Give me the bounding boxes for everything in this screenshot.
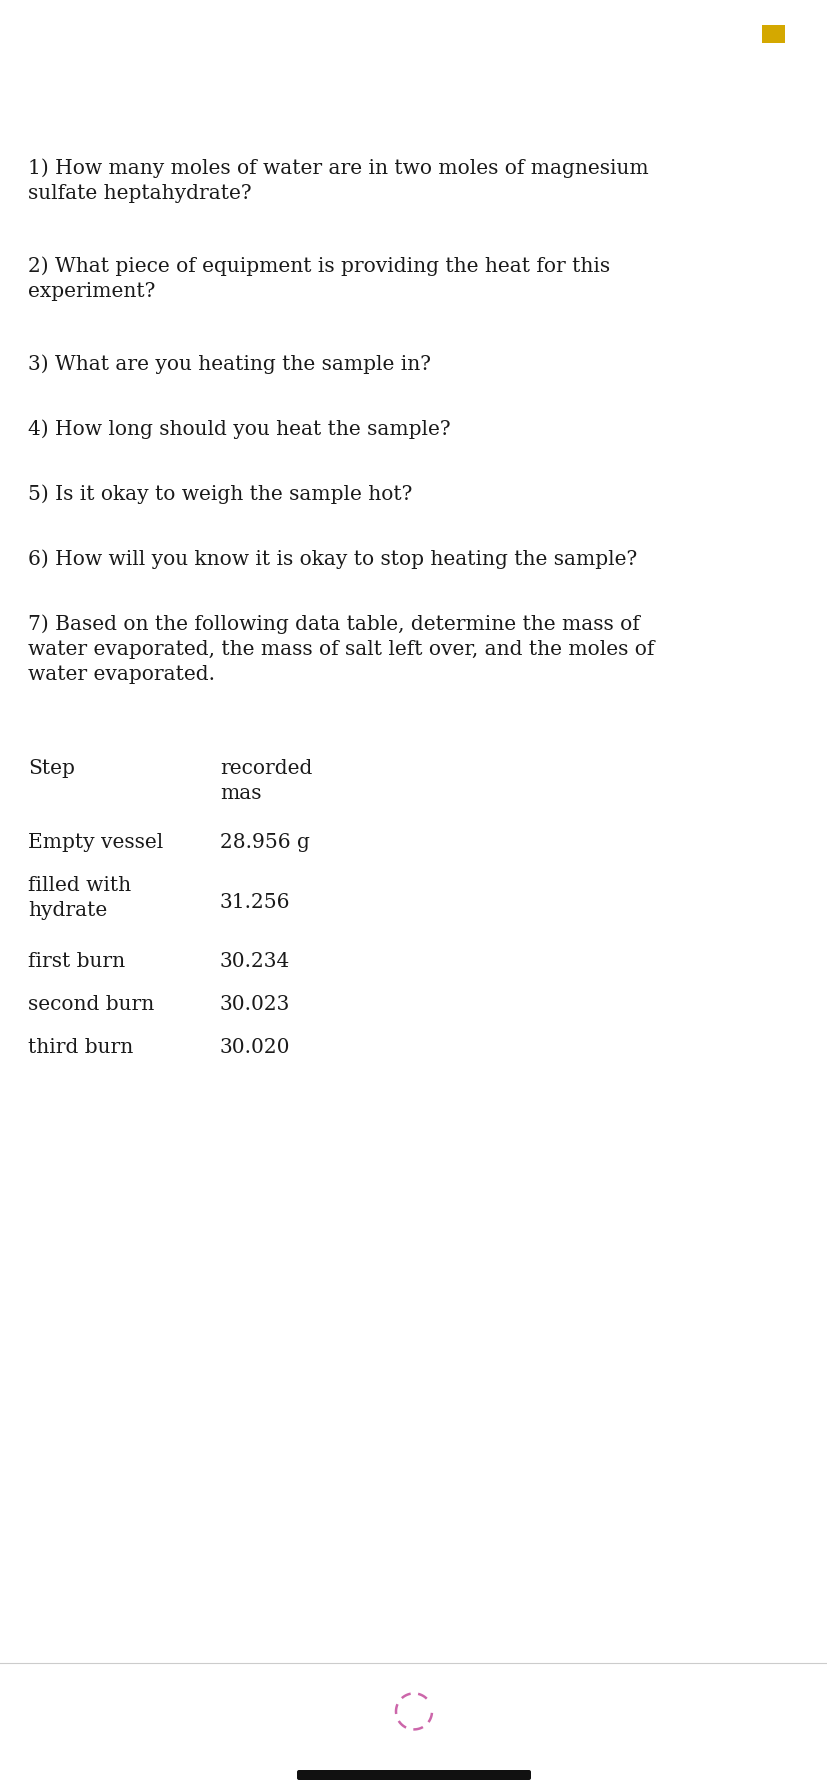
Text: 28.956 g: 28.956 g bbox=[220, 833, 309, 851]
Text: ⌁: ⌁ bbox=[722, 20, 734, 39]
Text: 1) How many moles of water are in two moles of magnesium
sulfate heptahydrate?: 1) How many moles of water are in two mo… bbox=[28, 158, 648, 202]
Text: Week 3 Pre-lab: Week 3 Pre-lab bbox=[301, 77, 526, 102]
Bar bbox=[802, 30, 806, 38]
Text: 5) Is it okay to weigh the sample hot?: 5) Is it okay to weigh the sample hot? bbox=[28, 484, 412, 504]
Text: .ıll: .ıll bbox=[672, 22, 691, 39]
Text: first burn: first burn bbox=[28, 952, 125, 971]
FancyBboxPatch shape bbox=[297, 1770, 530, 1779]
Text: Empty vessel: Empty vessel bbox=[28, 833, 163, 851]
Text: 10:34: 10:34 bbox=[28, 20, 90, 39]
Text: ▸: ▸ bbox=[103, 23, 111, 38]
Text: Step: Step bbox=[28, 760, 74, 778]
Text: 7) Based on the following data table, determine the mass of
water evaporated, th: 7) Based on the following data table, de… bbox=[28, 615, 653, 685]
Text: 30.234: 30.234 bbox=[220, 952, 290, 971]
Text: filled with
hydrate: filled with hydrate bbox=[28, 876, 131, 919]
Text: 30.020: 30.020 bbox=[220, 1038, 290, 1057]
Text: 31.256: 31.256 bbox=[220, 892, 290, 912]
Text: 3) What are you heating the sample in?: 3) What are you heating the sample in? bbox=[28, 355, 431, 375]
Text: second burn: second burn bbox=[28, 995, 154, 1014]
Text: 30.023: 30.023 bbox=[220, 995, 290, 1014]
Text: recorded
mas: recorded mas bbox=[220, 760, 312, 803]
Bar bbox=[761, 25, 784, 43]
Text: 4) How long should you heat the sample?: 4) How long should you heat the sample? bbox=[28, 419, 450, 439]
Text: ×: × bbox=[28, 75, 54, 104]
Text: 6) How will you know it is okay to stop heating the sample?: 6) How will you know it is okay to stop … bbox=[28, 548, 637, 568]
Text: third burn: third burn bbox=[28, 1038, 133, 1057]
Text: 2) What piece of equipment is providing the heat for this
experiment?: 2) What piece of equipment is providing … bbox=[28, 256, 609, 301]
